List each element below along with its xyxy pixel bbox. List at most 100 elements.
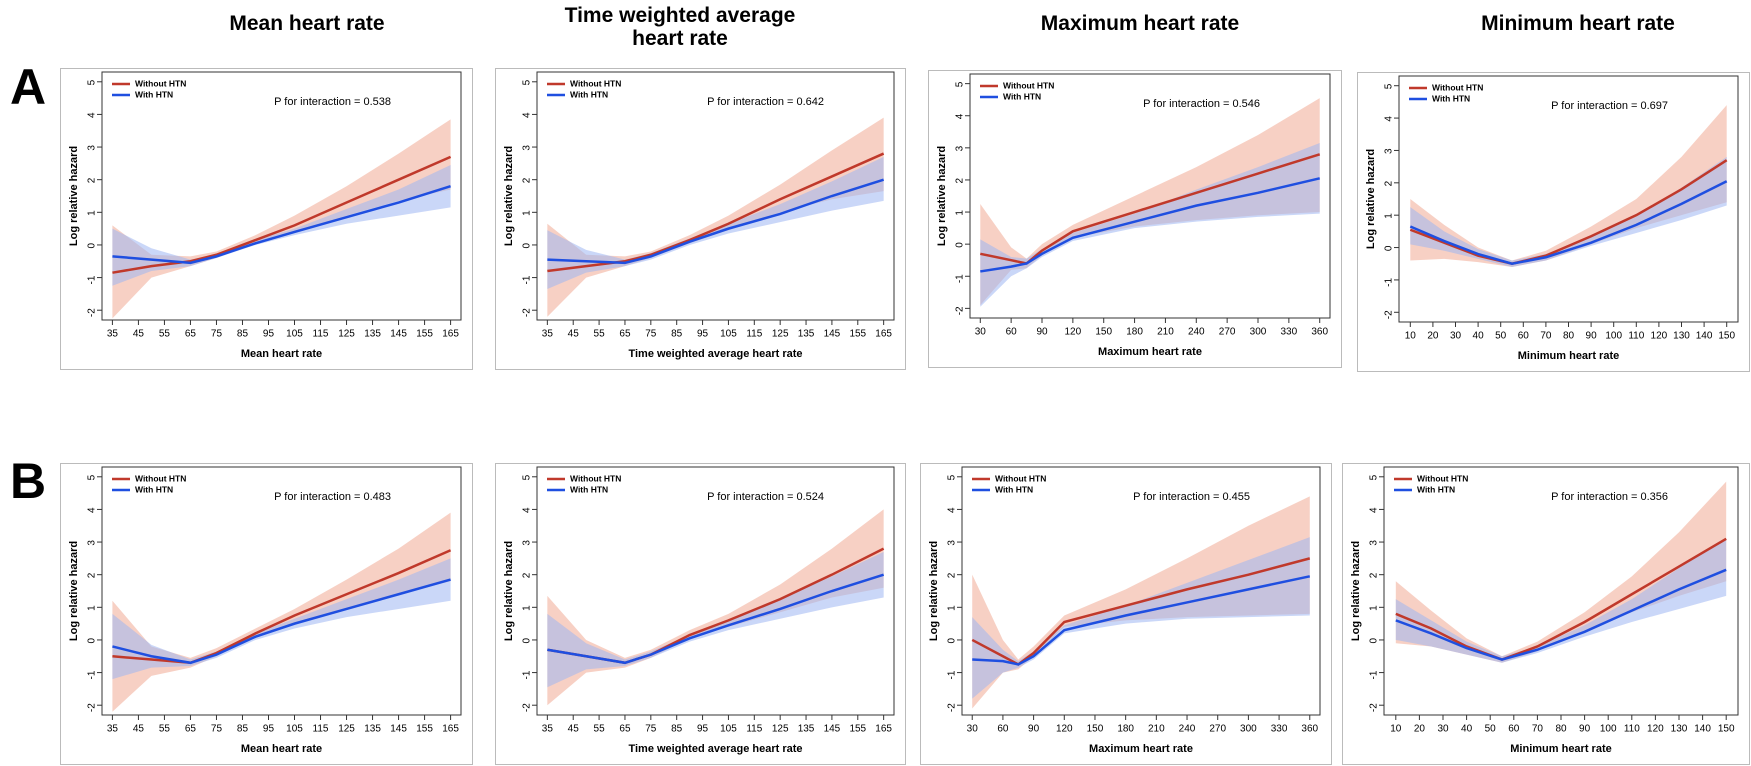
- plot-frame: [969, 73, 1331, 319]
- y-tick-label: -2: [522, 703, 533, 712]
- x-tick-label: 165: [875, 329, 892, 340]
- y-tick-label: 4: [1369, 507, 1380, 513]
- row-label: B: [10, 453, 47, 509]
- y-tick-label: 4: [1384, 116, 1395, 122]
- confidence-band: [1395, 538, 1727, 663]
- x-tick-label: 330: [1281, 327, 1298, 338]
- y-tick-label: 5: [87, 474, 98, 480]
- y-tick-label: 4: [87, 507, 98, 513]
- legend-label: With HTN: [1003, 91, 1041, 101]
- y-tick-label: 1: [522, 210, 533, 216]
- y-tick-label: -1: [955, 274, 966, 283]
- confidence-band: [972, 537, 1310, 699]
- x-tick-label: 50: [1495, 331, 1507, 342]
- x-axis-label: Time weighted average heart rate: [628, 743, 802, 755]
- x-tick-label: 45: [568, 724, 580, 735]
- x-tick-label: 150: [1095, 327, 1112, 338]
- x-tick-label: 155: [416, 329, 433, 340]
- x-tick-label: 75: [645, 329, 657, 340]
- line: [1395, 568, 1727, 661]
- y-tick-label: 3: [87, 145, 98, 151]
- x-tick-label: 60: [997, 724, 1009, 735]
- annotation: P for interaction = 0.356: [1551, 491, 1668, 503]
- panel-border: [495, 68, 906, 370]
- y-axis-label: Log relative hazard: [68, 541, 80, 641]
- x-tick-label: 105: [286, 724, 303, 735]
- x-tick-label: 155: [849, 724, 866, 735]
- legend-label: Without HTN: [1003, 80, 1054, 90]
- y-tick-label: 5: [522, 474, 533, 480]
- x-tick-label: 135: [798, 329, 815, 340]
- line: [1409, 159, 1728, 266]
- y-tick-label: -1: [87, 275, 98, 284]
- x-tick-label: 135: [798, 724, 815, 735]
- x-tick-label: 10: [1390, 724, 1402, 735]
- y-tick-label: 5: [1369, 474, 1380, 480]
- x-tick-label: 125: [772, 329, 789, 340]
- annotation: P for interaction = 0.697: [1551, 100, 1668, 112]
- x-tick-label: 75: [211, 724, 223, 735]
- legend-label: With HTN: [1417, 484, 1455, 494]
- x-tick-label: 95: [263, 724, 275, 735]
- x-tick-label: 180: [1126, 327, 1143, 338]
- x-tick-label: 35: [107, 329, 119, 340]
- x-tick-label: 120: [1647, 724, 1664, 735]
- x-tick-label: 125: [338, 724, 355, 735]
- x-tick-label: 85: [671, 329, 683, 340]
- x-tick-label: 70: [1532, 724, 1544, 735]
- x-tick-label: 75: [645, 724, 657, 735]
- x-tick-label: 145: [390, 724, 407, 735]
- y-tick-label: 0: [522, 243, 533, 249]
- x-tick-label: 300: [1250, 327, 1267, 338]
- y-tick-label: 2: [947, 572, 958, 578]
- x-tick-label: 65: [619, 329, 631, 340]
- x-axis-label: Minimum heart rate: [1510, 743, 1611, 755]
- y-tick-label: 3: [87, 540, 98, 546]
- x-tick-label: 165: [442, 724, 459, 735]
- y-tick-label: 3: [1384, 148, 1395, 154]
- x-tick-label: 155: [416, 724, 433, 735]
- y-axis-label: Log relative hazard: [1365, 149, 1377, 249]
- x-tick-label: 145: [824, 724, 841, 735]
- x-tick-label: 100: [1600, 724, 1617, 735]
- panel-border: [495, 463, 906, 765]
- x-axis-label: Time weighted average heart rate: [628, 348, 802, 360]
- x-axis-label: Maximum heart rate: [1089, 743, 1193, 755]
- x-tick-label: 10: [1405, 331, 1417, 342]
- x-tick-label: 270: [1219, 327, 1236, 338]
- line: [980, 177, 1320, 273]
- x-tick-label: 115: [746, 724, 762, 735]
- y-tick-label: 2: [1369, 572, 1380, 578]
- legend-label: With HTN: [570, 484, 608, 494]
- y-tick-label: 3: [955, 145, 966, 151]
- x-tick-label: 55: [159, 724, 171, 735]
- y-tick-label: 3: [947, 540, 958, 546]
- line: [972, 575, 1311, 666]
- y-tick-label: 4: [87, 112, 98, 118]
- x-tick-label: 35: [542, 329, 554, 340]
- x-tick-label: 55: [159, 329, 171, 340]
- x-tick-label: 60: [1508, 724, 1520, 735]
- y-tick-label: 0: [947, 638, 958, 644]
- x-tick-label: 240: [1188, 327, 1205, 338]
- x-tick-label: 330: [1271, 724, 1288, 735]
- x-tick-label: 360: [1301, 724, 1318, 735]
- x-tick-label: 115: [313, 724, 329, 735]
- column-title: Time weighted average heart rate: [564, 4, 796, 50]
- x-tick-label: 120: [1065, 327, 1082, 338]
- x-axis-label: Maximum heart rate: [1098, 346, 1202, 358]
- y-tick-label: 1: [955, 210, 966, 216]
- column-title: Maximum heart rate: [1040, 12, 1240, 35]
- x-tick-label: 150: [1718, 331, 1735, 342]
- x-tick-label: 135: [364, 329, 381, 340]
- x-tick-label: 90: [1036, 327, 1048, 338]
- line: [547, 178, 885, 265]
- line: [112, 578, 451, 665]
- legend-label: Without HTN: [570, 78, 621, 88]
- x-tick-label: 240: [1179, 724, 1196, 735]
- x-tick-label: 180: [1117, 724, 1134, 735]
- x-tick-label: 45: [133, 724, 145, 735]
- y-tick-label: 0: [1384, 245, 1395, 251]
- x-tick-label: 30: [967, 724, 979, 735]
